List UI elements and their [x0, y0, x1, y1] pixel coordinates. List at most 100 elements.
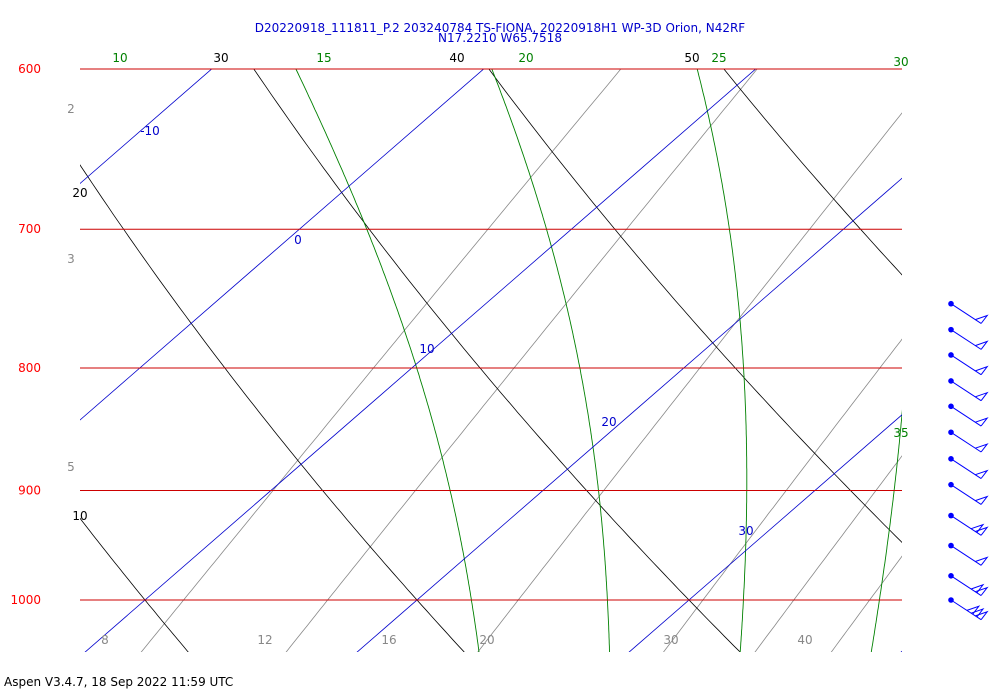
moist-adiabat-label: 10	[112, 51, 127, 65]
moist-adiabats	[295, 0, 1000, 684]
wind-barb-flag	[975, 340, 989, 350]
mixing-ratio-label: 20	[479, 633, 494, 647]
wind-barb	[948, 300, 989, 324]
moist-adiabat	[491, 69, 610, 652]
wind-barb	[948, 573, 989, 596]
wind-barb-staff	[950, 303, 982, 324]
wind-barb	[948, 378, 989, 402]
wind-barb-flag	[975, 526, 989, 536]
wind-barb-staff	[950, 515, 982, 536]
dewpoint-trace	[939, 301, 1000, 600]
wind-barb	[948, 429, 989, 453]
wind-barb-flag	[975, 586, 989, 596]
dry-adiabat-label: 30	[213, 51, 228, 65]
moist-adiabat-label: 35	[893, 426, 908, 440]
wind-barb	[948, 403, 989, 427]
isobar-label: 900	[18, 483, 41, 497]
wind-barb-staff	[950, 599, 982, 621]
wind-barb-flag	[970, 523, 985, 533]
chart-title: D20220918_111811_P.2 203240784 TS-FIONA,…	[254, 21, 746, 35]
moist-adiabat	[870, 409, 902, 652]
dry-adiabat	[80, 164, 465, 652]
mixing-ratio-lines	[140, 0, 1000, 685]
wind-barb-flag	[975, 391, 989, 402]
moist-adiabat-label: 20	[518, 51, 533, 65]
isotherm-label: 0	[294, 233, 302, 247]
isobar-label: 1000	[10, 593, 41, 607]
isotherm	[628, 414, 902, 652]
wind-barb-staff	[950, 380, 982, 402]
wind-barb-flag	[975, 443, 989, 453]
wind-barb-staff	[950, 329, 982, 350]
isotherm-label: 10	[419, 342, 434, 356]
mixing-ratio-label: 8	[101, 633, 109, 647]
mixing-ratio-line	[931, 0, 1000, 685]
isobar-label: 600	[18, 62, 41, 76]
isotherm	[80, 69, 213, 185]
wind-barb-flag	[975, 495, 989, 505]
dry-adiabat-label: 10	[72, 509, 87, 523]
wind-barb	[948, 481, 989, 505]
isobars	[80, 68, 902, 601]
wind-barb-staff	[950, 431, 982, 453]
isobar-label: 800	[18, 361, 41, 375]
chart-labels: 600 700 800 900 1000 -10 0 10 20 30 10 20 30 40 50 10 15…	[10, 51, 908, 647]
wind-barb-staff	[950, 545, 982, 566]
moist-adiabat-label: 30	[893, 55, 908, 69]
dry-adiabat	[80, 517, 189, 652]
wind-barb-staff	[950, 484, 982, 505]
isotherm	[356, 177, 902, 652]
wind-barb-flag	[975, 469, 989, 479]
isotherm	[0, 0, 55, 685]
isobar-label: 700	[18, 222, 41, 236]
mixing-ratio-label: 40	[797, 633, 812, 647]
wind-barb	[948, 597, 989, 621]
isotherms	[0, 0, 902, 685]
mixing-ratio-label: 12	[257, 633, 272, 647]
wind-barb	[948, 512, 989, 536]
dry-adiabat	[488, 69, 902, 543]
mixing-ratio-label: 5	[67, 460, 75, 474]
dry-adiabat-label: 20	[72, 186, 87, 200]
moist-adiabat	[295, 69, 480, 652]
wind-barb	[948, 456, 989, 479]
dry-adiabat	[875, 0, 1000, 685]
moist-adiabat	[995, 0, 1000, 684]
wind-barb-flag	[970, 583, 985, 594]
wind-barb-flag	[975, 556, 989, 566]
wind-barb-flag	[975, 417, 989, 427]
dry-adiabat-label: 50	[684, 51, 699, 65]
wind-barb-flag	[975, 365, 989, 376]
wind-barbs	[948, 300, 989, 621]
dry-adiabats	[80, 0, 1000, 685]
wind-barb	[948, 352, 989, 376]
dry-adiabat	[723, 69, 902, 276]
wind-barb-staff	[950, 354, 982, 376]
mixing-ratio-line	[285, 69, 758, 652]
isotherm	[84, 69, 757, 652]
mixing-ratio-line	[830, 555, 902, 652]
dry-adiabat-label: 40	[449, 51, 464, 65]
isotherm	[900, 650, 902, 652]
wind-barb-staff	[950, 575, 982, 596]
moist-adiabat-label: 15	[316, 51, 331, 65]
mixing-ratio-label: 16	[381, 633, 396, 647]
chart-subtitle: N17.2210 W65.7518	[438, 31, 562, 45]
wind-barb-flag	[966, 605, 981, 615]
mixing-ratio-line	[754, 455, 902, 652]
wind-barb-staff	[950, 405, 982, 427]
mixing-ratio-label: 30	[663, 633, 678, 647]
wind-barb-staff	[950, 458, 982, 479]
dry-adiabat	[253, 69, 741, 652]
wind-barb-flag	[975, 314, 989, 324]
isotherm-label: 20	[601, 415, 616, 429]
isotherm-label: -10	[140, 124, 160, 138]
moist-adiabat-label: 25	[711, 51, 726, 65]
mixing-ratio-line	[663, 338, 902, 652]
mixing-ratio-line	[477, 112, 902, 652]
moist-adiabat	[696, 69, 748, 652]
mixing-ratio-line	[140, 69, 622, 652]
isotherm	[80, 69, 485, 421]
mixing-ratio-label: 3	[67, 252, 75, 266]
